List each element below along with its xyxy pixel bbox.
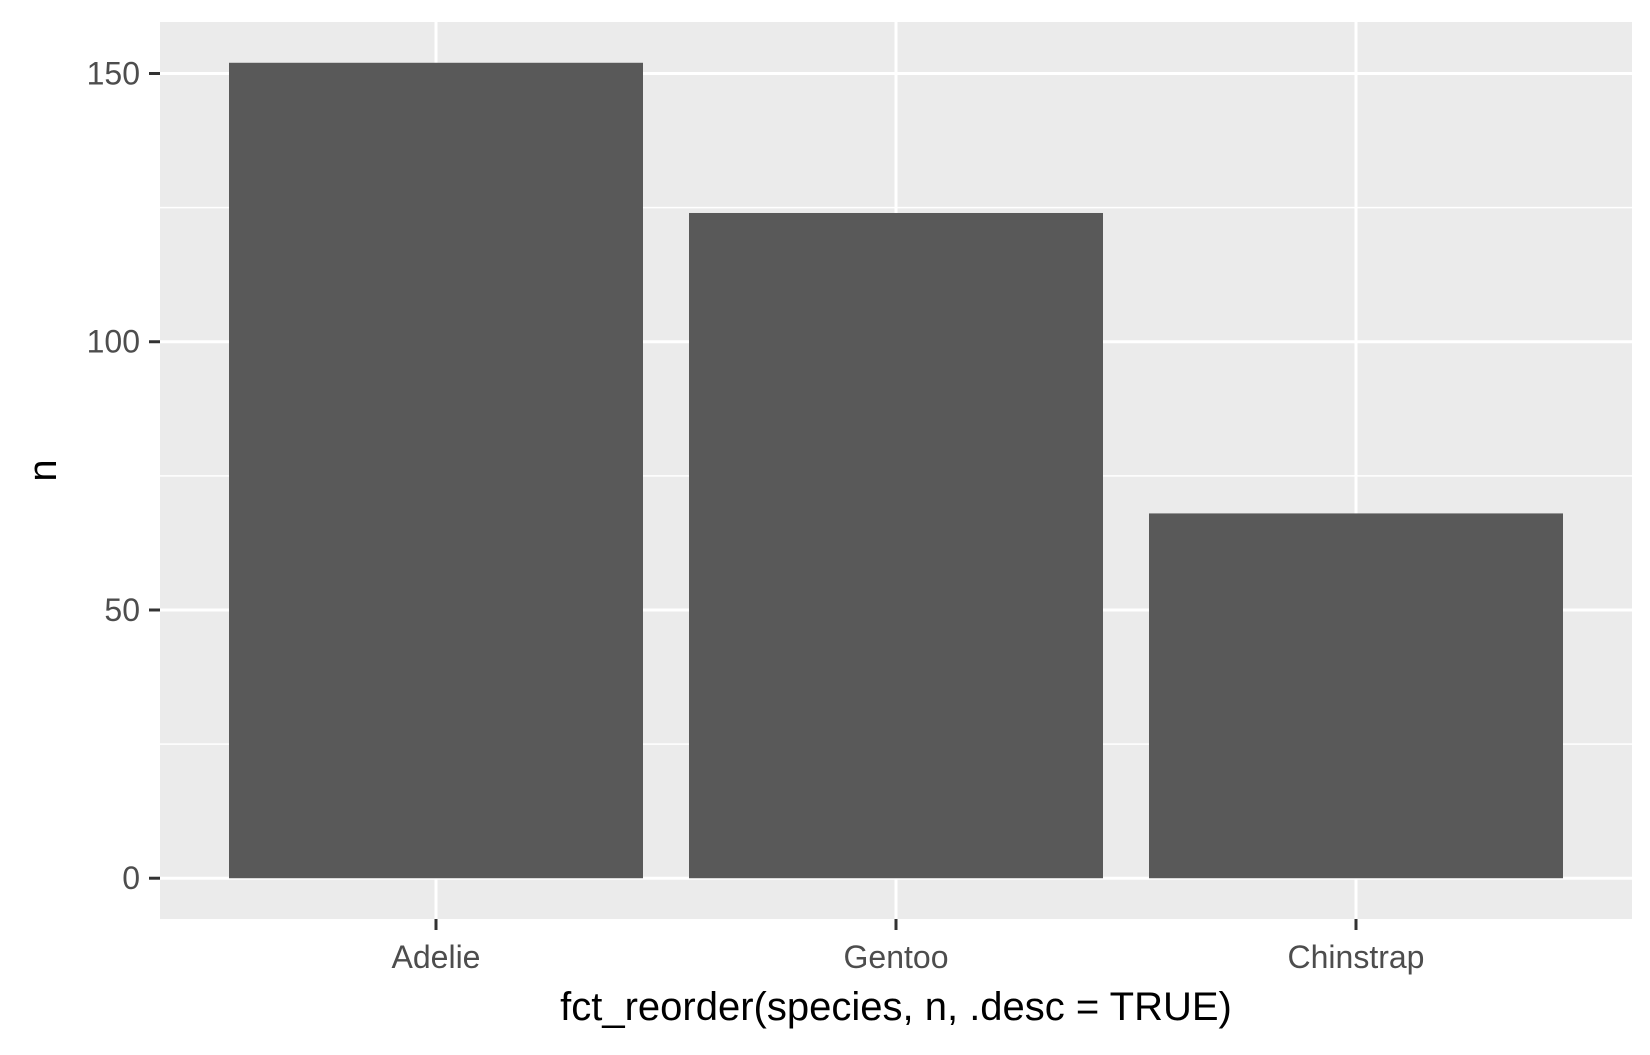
y-tick-label-100: 100: [87, 324, 140, 360]
x-axis-title: fct_reorder(species, n, .desc = TRUE): [560, 985, 1232, 1029]
y-tick-label-150: 150: [87, 56, 140, 92]
y-axis-title: n: [21, 459, 65, 481]
y-tick-label-0: 0: [122, 860, 140, 896]
bars: [229, 62, 1563, 879]
y-tick-label-50: 50: [104, 592, 140, 628]
x-tick-label-chinstrap: Chinstrap: [1288, 939, 1425, 975]
y-axis: 0 50 100 150: [87, 56, 160, 896]
bar-chinstrap: [1149, 513, 1563, 879]
x-tick-label-adelie: Adelie: [392, 939, 481, 975]
bar-adelie: [229, 62, 643, 879]
x-tick-label-gentoo: Gentoo: [844, 939, 949, 975]
bar-gentoo: [689, 212, 1103, 879]
x-axis: Adelie Gentoo Chinstrap: [392, 919, 1425, 975]
